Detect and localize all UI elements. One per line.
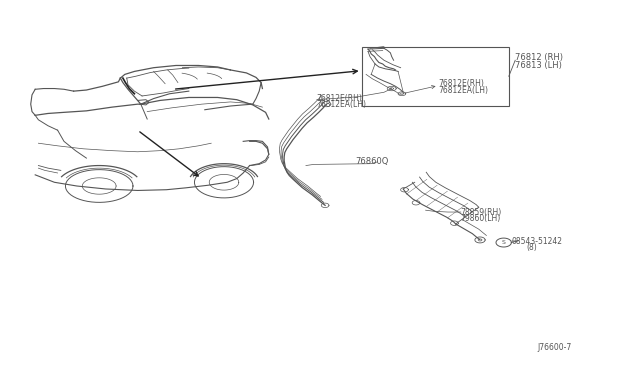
Text: 78859(RH): 78859(RH) <box>461 208 502 217</box>
Bar <box>362 46 509 106</box>
Text: 76812E(RH): 76812E(RH) <box>438 79 484 88</box>
Text: 79860(LH): 79860(LH) <box>461 214 501 223</box>
Text: 76812EA(LH): 76812EA(LH) <box>438 86 488 94</box>
Text: (8): (8) <box>527 243 538 252</box>
Text: 76860Q: 76860Q <box>355 157 388 166</box>
Text: 08543-51242: 08543-51242 <box>512 237 563 246</box>
Text: 76812 (RH): 76812 (RH) <box>515 53 563 62</box>
Text: 76812EA(LH): 76812EA(LH) <box>317 100 367 109</box>
Text: J76600-7: J76600-7 <box>538 343 572 352</box>
Text: 76813 (LH): 76813 (LH) <box>515 61 562 70</box>
Text: S: S <box>502 240 506 245</box>
Text: 76812E(RH): 76812E(RH) <box>317 94 363 103</box>
